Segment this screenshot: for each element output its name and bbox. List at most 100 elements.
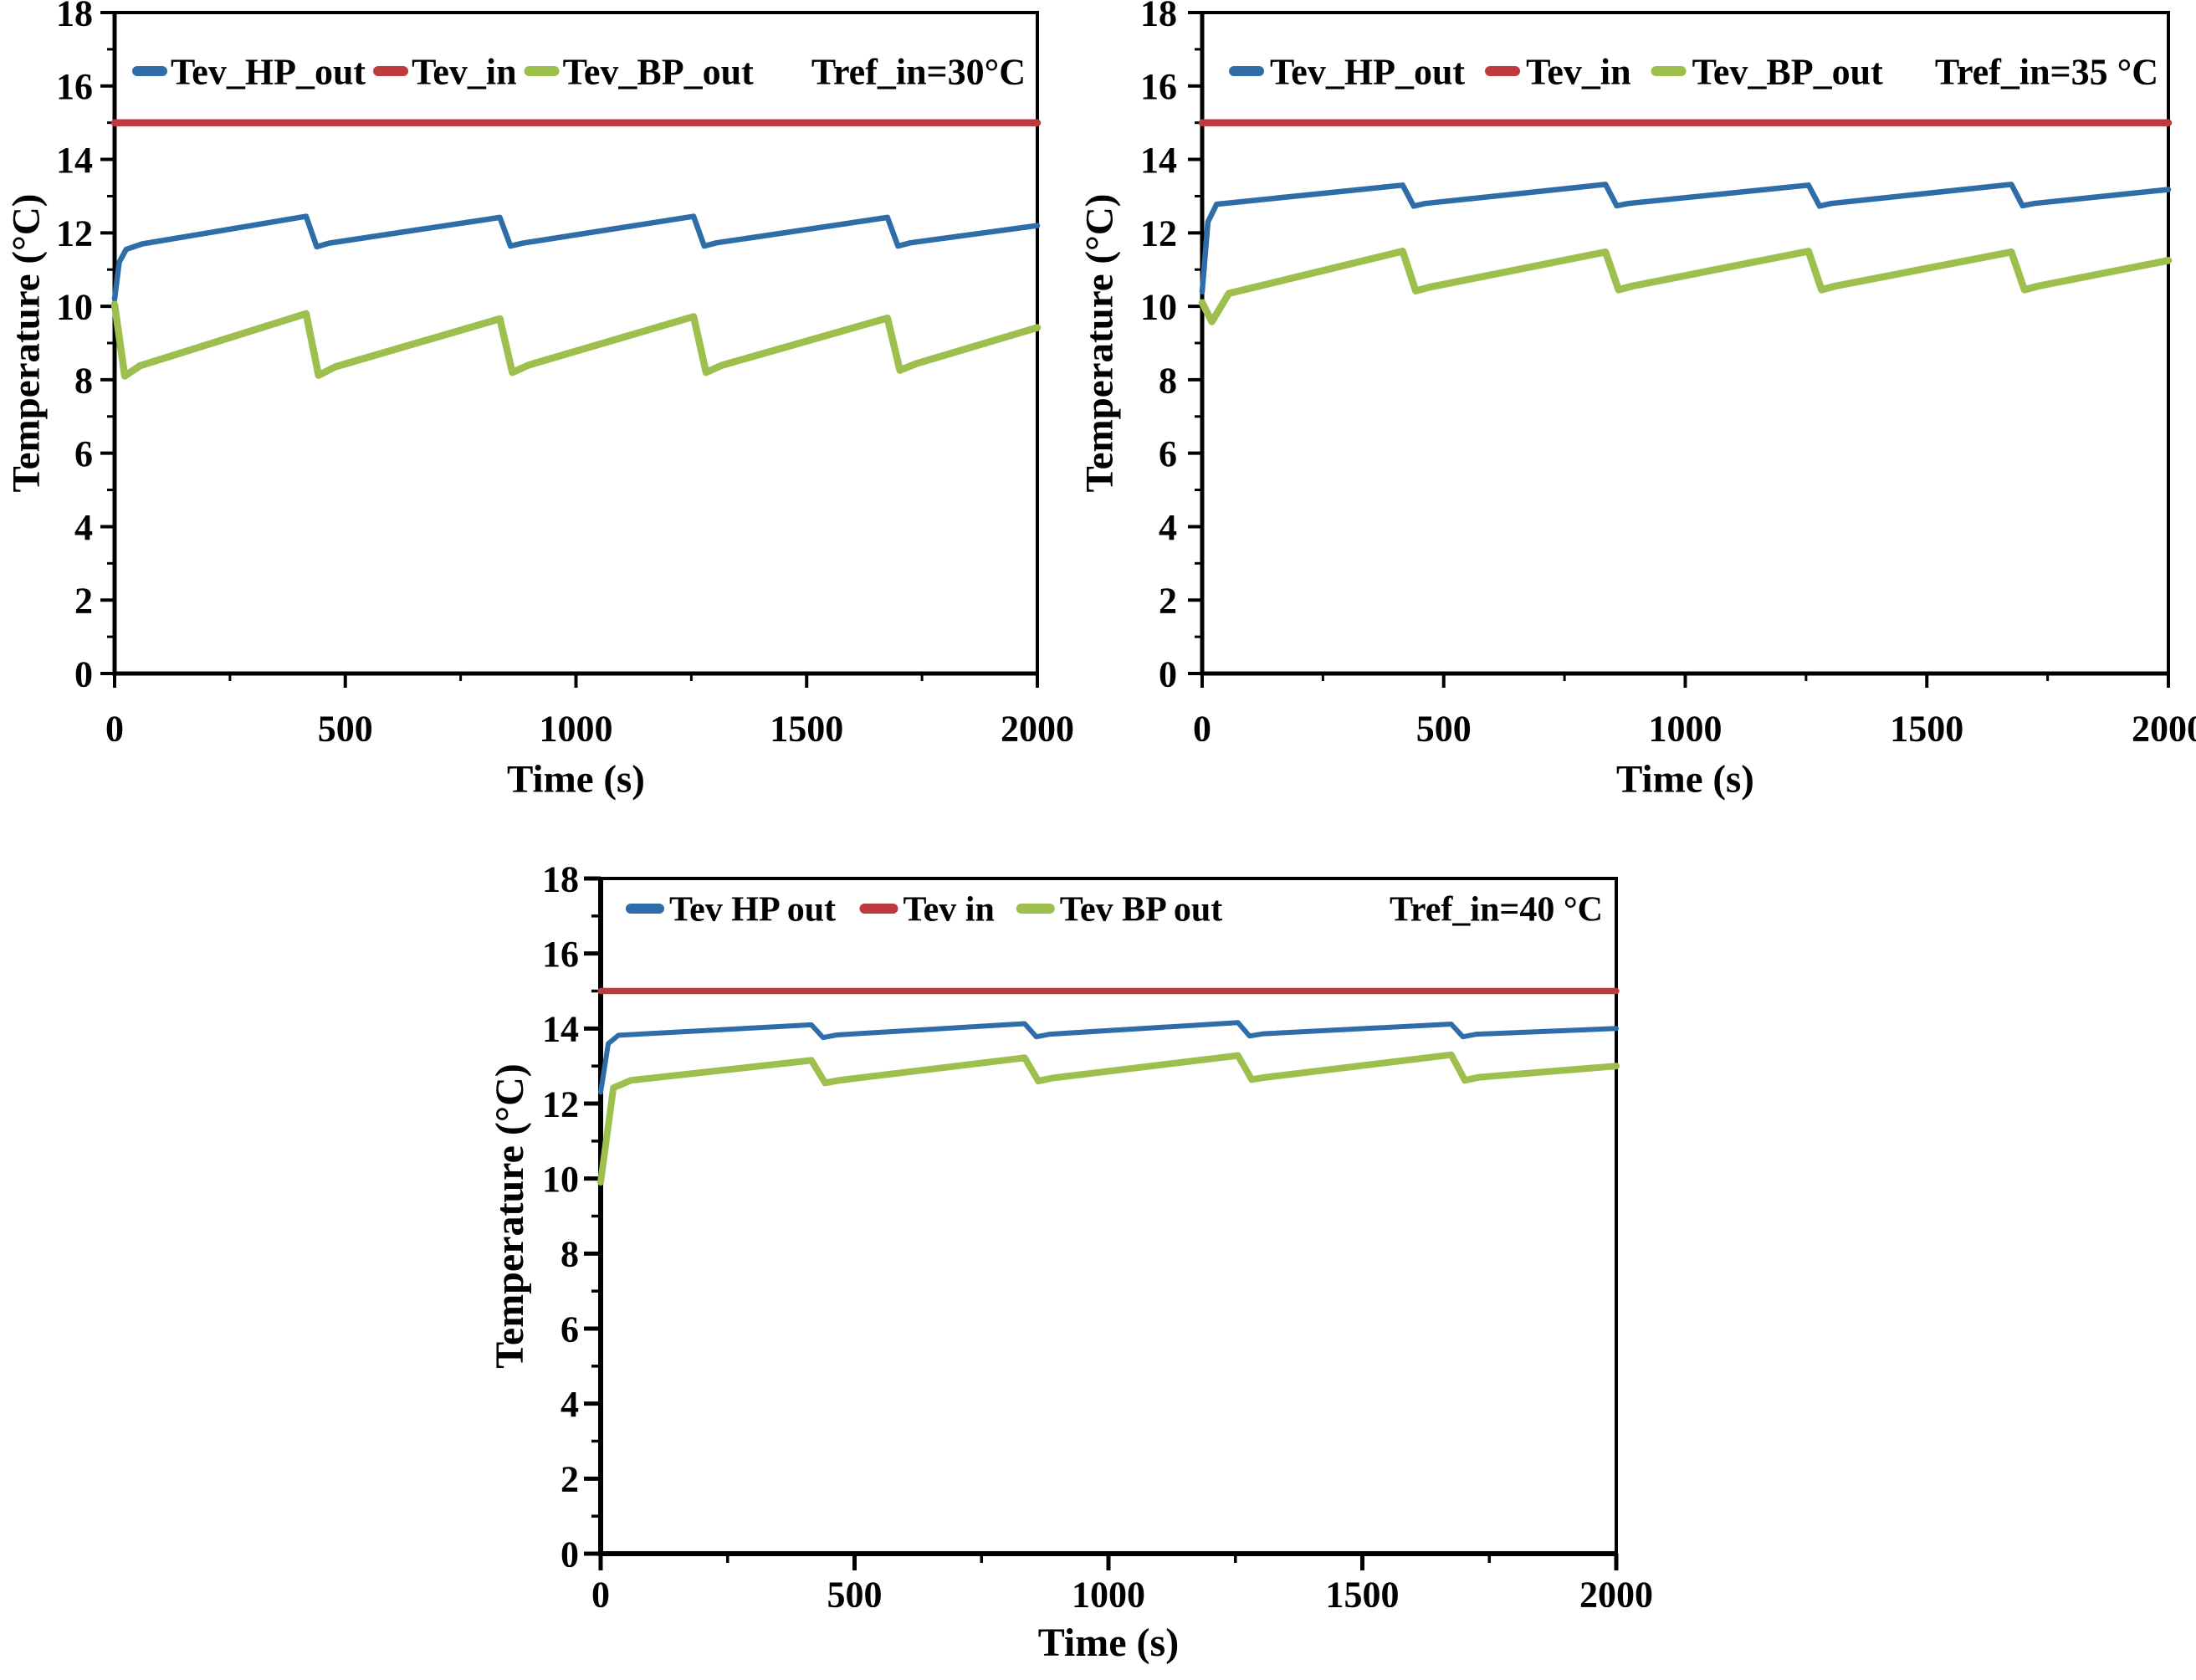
legend-swatch — [1229, 66, 1264, 76]
y-tick-label: 14 — [1140, 140, 1177, 181]
legend-swatch — [1485, 66, 1521, 76]
x-tick-label: 500 — [1416, 708, 1472, 749]
y-tick-label: 8 — [1159, 360, 1177, 401]
annotation-tref: Tref_in=40 °C — [1390, 891, 1603, 930]
legend-swatch — [132, 66, 167, 76]
series-group — [597, 987, 1620, 1186]
x-tick-label: 0 — [105, 708, 124, 749]
y-tick-label: 0 — [74, 653, 93, 694]
legend-swatch — [1016, 904, 1055, 914]
y-tick-label: 4 — [1159, 507, 1177, 548]
y-tick-label: 4 — [74, 507, 93, 548]
x-tick-label: 1000 — [1072, 1574, 1145, 1615]
axis-ticks — [1188, 11, 2170, 688]
chart-svg-tref30: 0 2 4 6 8 10 12 14 16 18 0 500 1000 1500 2000 Tev_HP_ou… — [4, 0, 1074, 801]
y-tick-label: 14 — [56, 140, 93, 181]
x-tick-label: 0 — [591, 1574, 610, 1615]
y-tick-label: 6 — [1159, 433, 1177, 474]
y-tick-label: 2 — [1159, 581, 1177, 622]
chart-tref-40: 0 2 4 6 8 10 12 14 16 18 0 500 1000 1500 2000 Tev HP ou… — [452, 843, 1707, 1680]
legend-label: Tev_BP_out — [563, 51, 755, 92]
x-tick-label: 1000 — [1649, 708, 1723, 749]
legend-label: Tev_HP_out — [171, 51, 366, 92]
series-Tev_BP_out — [597, 1051, 1620, 1186]
x-tick-label: 1000 — [540, 708, 613, 749]
x-tick-labels: 0 500 1000 1500 2000 — [591, 1574, 1653, 1615]
legend-swatch — [859, 904, 898, 914]
annotation-tref: Tref_in=30°C — [811, 51, 1026, 92]
legend-swatch — [373, 66, 409, 76]
x-tick-label: 500 — [318, 708, 373, 749]
legend-label: Tev_BP_out — [1692, 51, 1884, 92]
chart-svg-tref35: 0 2 4 6 8 10 12 14 16 18 0 500 1000 1500 2000 Tev_HP_ou… — [1078, 0, 2196, 801]
legend: Tev HP out Tev in Tev BP out — [626, 891, 1222, 930]
y-tick-labels: 0 2 4 6 8 10 12 14 16 18 — [542, 858, 579, 1575]
x-tick-label: 1500 — [1890, 708, 1963, 749]
y-tick-label: 8 — [561, 1234, 579, 1275]
legend: Tev_HP_out Tev_in Tev_BP_out — [132, 51, 754, 92]
legend-label: Tev BP out — [1060, 891, 1223, 930]
series-group — [1198, 119, 2173, 325]
series-Tev_HP_out — [1199, 182, 2172, 295]
y-tick-label: 10 — [542, 1159, 579, 1200]
legend-swatch — [524, 66, 560, 76]
y-tick-label: 18 — [56, 0, 93, 33]
x-tick-label: 0 — [1193, 708, 1211, 749]
y-tick-label: 12 — [56, 213, 93, 254]
y-tick-label: 0 — [1159, 653, 1177, 694]
series-Tev_BP_out — [1198, 248, 2173, 325]
x-tick-label: 1500 — [1326, 1574, 1400, 1615]
y-tick-label: 0 — [561, 1534, 579, 1575]
x-tick-label: 2000 — [2132, 708, 2196, 749]
x-tick-label: 1500 — [770, 708, 843, 749]
y-tick-label: 16 — [542, 934, 579, 975]
legend: Tev_HP_out Tev_in Tev_BP_out — [1229, 51, 1883, 92]
axis-ticks — [584, 876, 1619, 1570]
y-tick-labels: 0 2 4 6 8 10 12 14 16 18 — [1140, 0, 1177, 694]
y-axis-title: Temperature (°C) — [1079, 194, 1121, 493]
y-tick-label: 8 — [74, 360, 93, 401]
chart-tref-30: 0 2 4 6 8 10 12 14 16 18 0 500 1000 1500 2000 Tev_HP_ou… — [0, 0, 1098, 841]
x-tick-labels: 0 500 1000 1500 2000 — [105, 708, 1074, 749]
y-tick-label: 6 — [561, 1309, 579, 1350]
y-tick-label: 12 — [542, 1083, 579, 1124]
legend-swatch — [1651, 66, 1687, 76]
x-tick-label: 2000 — [1579, 1574, 1653, 1615]
y-tick-label: 10 — [1140, 287, 1177, 328]
y-tick-label: 18 — [1140, 0, 1177, 33]
y-tick-label: 4 — [561, 1384, 579, 1425]
y-tick-label: 6 — [74, 433, 93, 474]
y-tick-label: 12 — [1140, 213, 1177, 254]
y-tick-label: 16 — [1140, 66, 1177, 107]
legend-label: Tev HP out — [669, 891, 836, 930]
y-tick-label: 16 — [56, 66, 93, 107]
axis-ticks — [100, 11, 1039, 688]
annotation-tref: Tref_in=35 °C — [1935, 51, 2158, 92]
y-axis-title: Temperature (°C) — [4, 194, 48, 493]
y-tick-labels: 0 2 4 6 8 10 12 14 16 18 — [56, 0, 93, 694]
y-tick-label: 10 — [56, 287, 93, 328]
x-axis-title: Time (s) — [1616, 757, 1754, 801]
legend-label: Tev in — [903, 891, 994, 930]
legend-swatch — [626, 904, 664, 914]
legend-label: Tev_HP_out — [1270, 51, 1465, 92]
x-axis-title: Time (s) — [1038, 1621, 1179, 1665]
series-Tev_HP_out — [598, 1020, 1619, 1095]
chart-tref-35: 0 2 4 6 8 10 12 14 16 18 0 500 1000 1500 2000 Tev_HP_ou… — [1078, 0, 2196, 841]
x-tick-labels: 0 500 1000 1500 2000 — [1193, 708, 2196, 749]
y-axis-title: Temperature (°C) — [488, 1063, 532, 1368]
chart-svg-tref40: 0 2 4 6 8 10 12 14 16 18 0 500 1000 1500 2000 Tev HP ou… — [488, 858, 1653, 1665]
legend-label: Tev_in — [412, 51, 517, 92]
series-group — [110, 119, 1042, 380]
y-tick-label: 14 — [542, 1009, 579, 1050]
series-Tev_HP_out — [111, 213, 1041, 302]
series-Tev_BP_out — [110, 300, 1042, 380]
x-tick-label: 500 — [827, 1574, 883, 1615]
y-tick-label: 2 — [74, 581, 93, 622]
x-tick-label: 2000 — [1001, 708, 1074, 749]
y-tick-label: 2 — [561, 1459, 579, 1500]
y-tick-label: 18 — [542, 858, 579, 899]
x-axis-title: Time (s) — [507, 757, 645, 801]
legend-label: Tev_in — [1526, 51, 1631, 92]
